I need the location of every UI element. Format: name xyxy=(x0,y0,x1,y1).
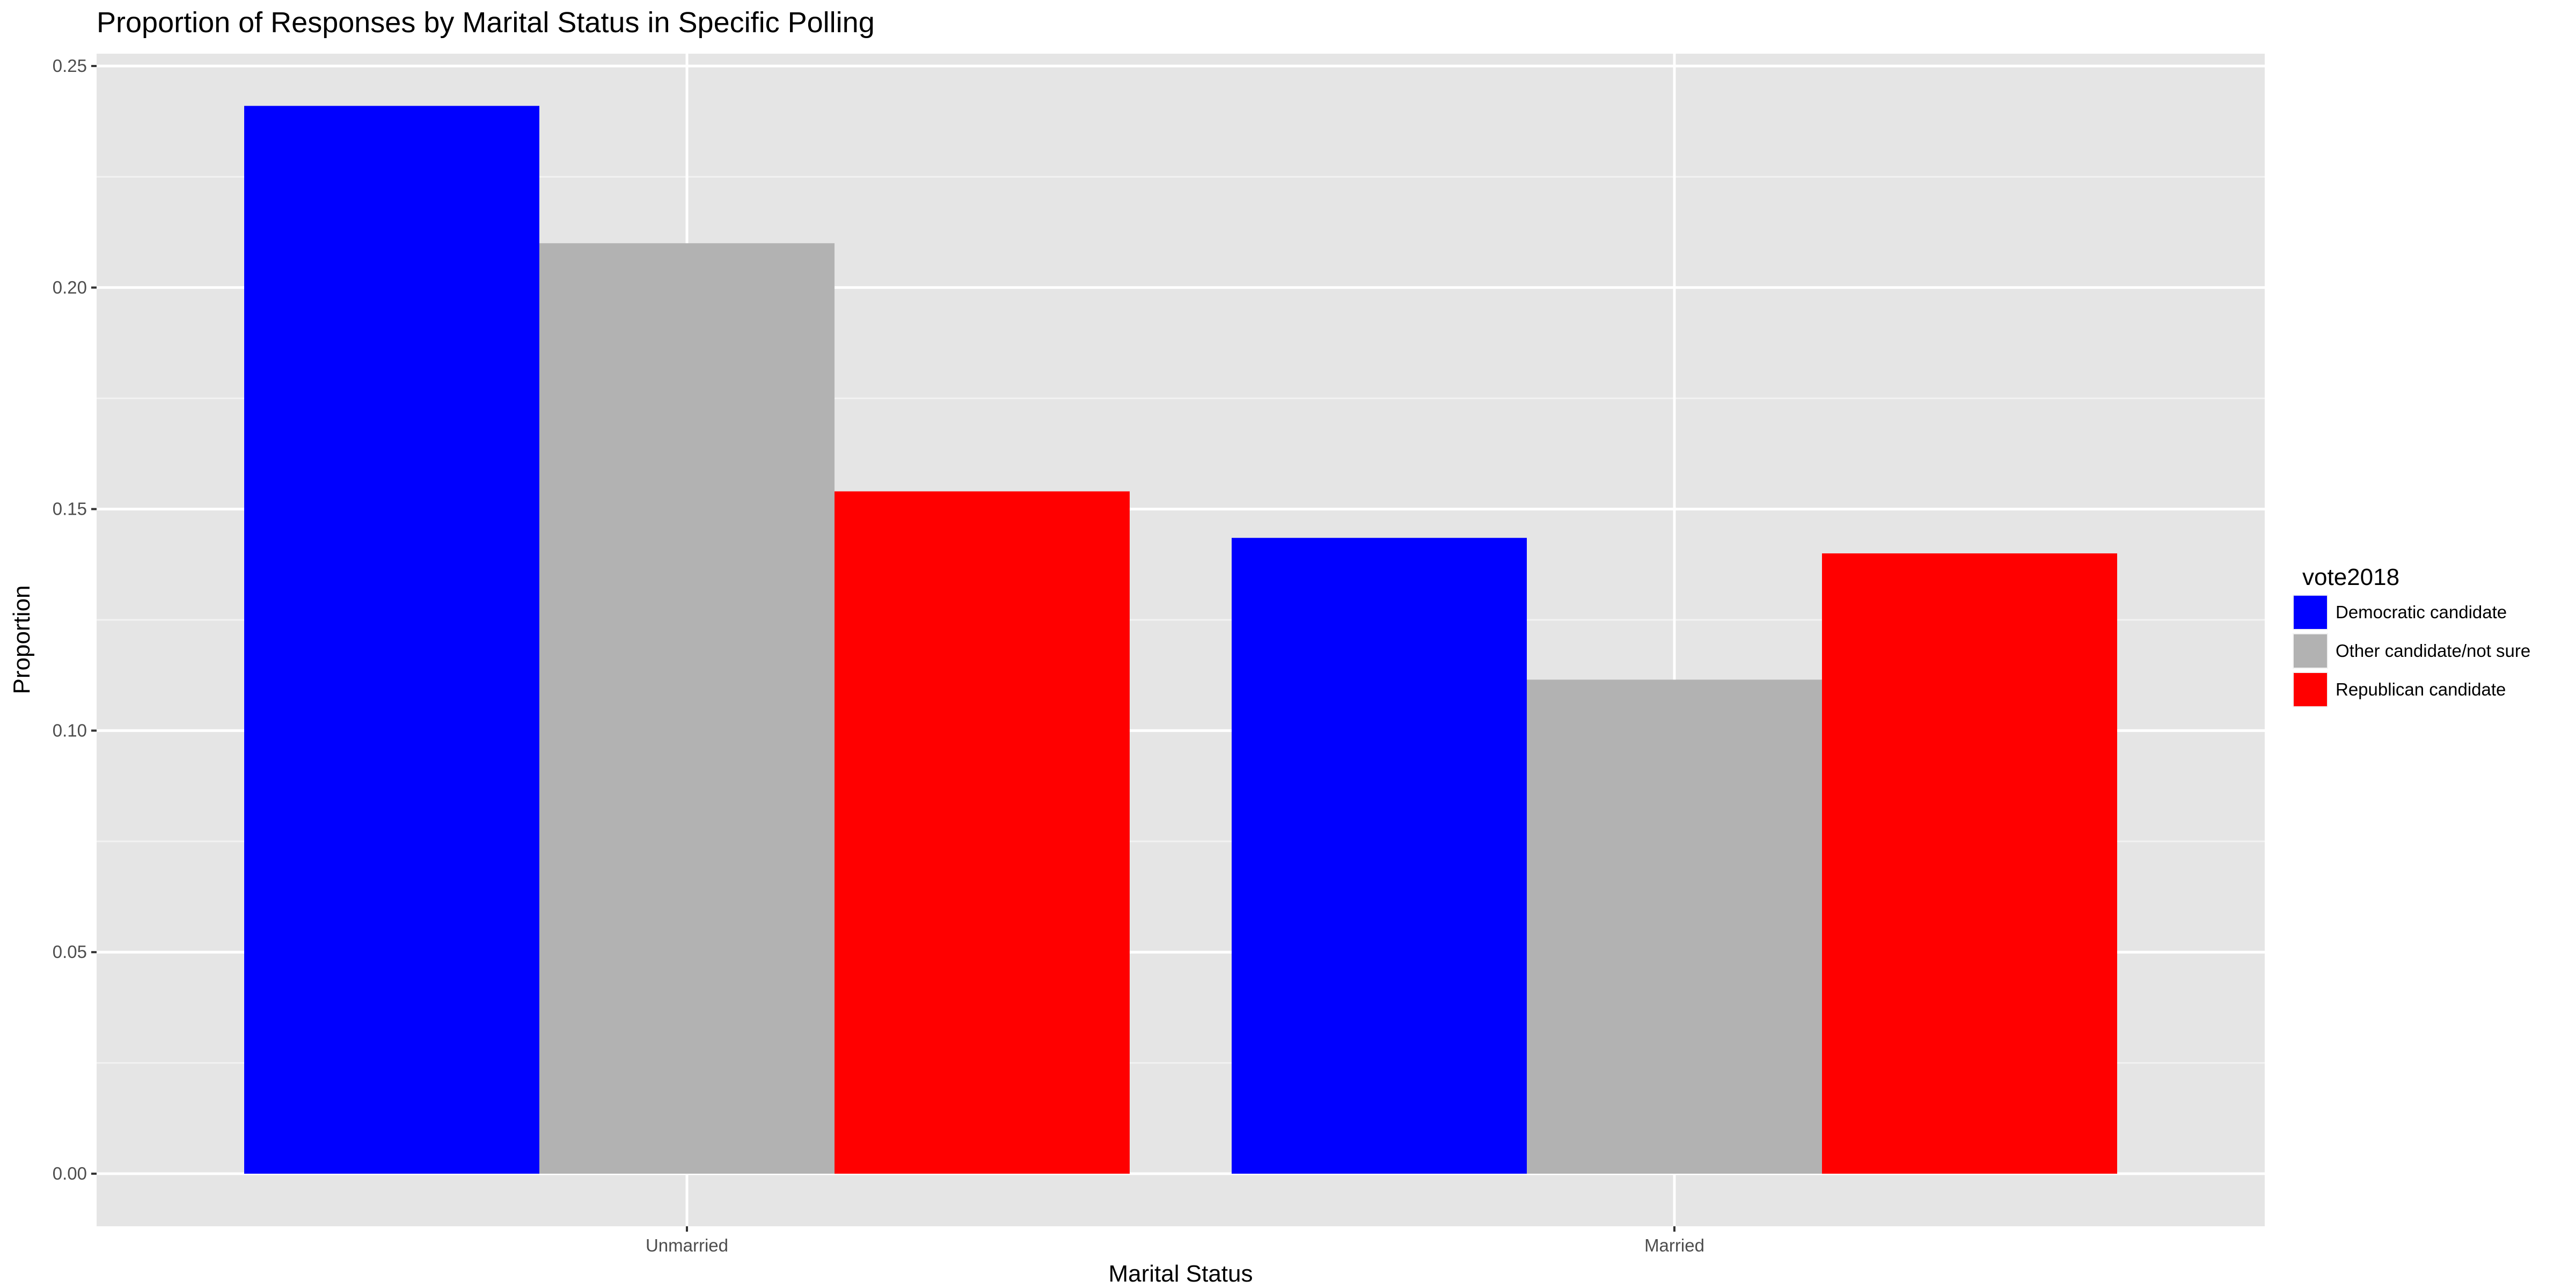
legend-swatch xyxy=(2294,673,2327,706)
legend-title: vote2018 xyxy=(2302,564,2399,590)
x-axis: Unmarried Married xyxy=(646,1226,1704,1255)
legend-label: Democratic candidate xyxy=(2336,602,2507,622)
x-tick-label: Married xyxy=(1644,1235,1704,1255)
y-tick-label: 0.00 xyxy=(53,1163,87,1183)
bar xyxy=(244,106,539,1174)
legend-label: Other candidate/not sure xyxy=(2336,641,2530,661)
bar xyxy=(539,243,835,1174)
chart-title: Proportion of Responses by Marital Statu… xyxy=(97,6,875,39)
y-axis: 0.00 0.05 0.10 0.15 0.20 0.25 xyxy=(53,56,97,1183)
bars-group xyxy=(244,106,2117,1174)
legend: vote2018 Democratic candidate Other candi… xyxy=(2293,564,2530,707)
bar xyxy=(835,491,1130,1174)
bar xyxy=(1822,553,2117,1174)
y-tick-label: 0.25 xyxy=(53,56,87,76)
bar xyxy=(1232,538,1527,1174)
legend-swatch xyxy=(2294,634,2327,668)
y-tick-label: 0.20 xyxy=(53,277,87,297)
x-axis-title: Marital Status xyxy=(1109,1261,1253,1287)
y-tick-label: 0.10 xyxy=(53,720,87,740)
bar xyxy=(1527,679,1822,1174)
legend-swatch xyxy=(2294,596,2327,629)
x-tick-label: Unmarried xyxy=(646,1235,728,1255)
legend-label: Republican candidate xyxy=(2336,679,2506,699)
y-tick-label: 0.05 xyxy=(53,942,87,962)
y-axis-title: Proportion xyxy=(9,585,35,694)
y-tick-label: 0.15 xyxy=(53,499,87,519)
